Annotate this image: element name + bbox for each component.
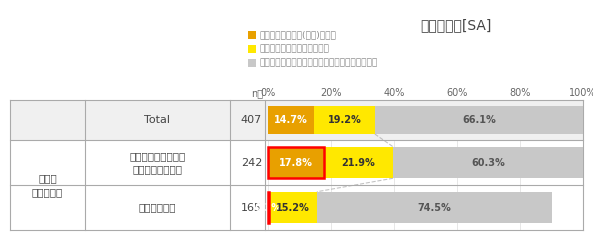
Bar — [268, 106, 314, 134]
Text: 14.7%: 14.7% — [275, 115, 308, 125]
Bar — [317, 192, 551, 223]
Text: 165: 165 — [241, 203, 262, 212]
Text: 80%: 80% — [509, 88, 531, 98]
Text: 407: 407 — [241, 115, 262, 125]
Text: 0%: 0% — [260, 88, 276, 98]
Text: 74.5%: 74.5% — [417, 203, 451, 212]
Text: 片思いだが、好きな人がいる: 片思いだが、好きな人がいる — [259, 45, 329, 53]
Text: 60.3%: 60.3% — [471, 158, 505, 168]
Text: 20%: 20% — [320, 88, 342, 98]
Text: 0.3%: 0.3% — [255, 203, 282, 212]
Text: いつも気にしている
時々気にしている: いつも気にしている 時々気にしている — [129, 151, 186, 174]
Text: Total: Total — [145, 115, 171, 125]
Text: 242: 242 — [241, 158, 262, 168]
Text: 自分の
足のニオイ: 自分の 足のニオイ — [32, 173, 63, 197]
Bar — [10, 100, 583, 140]
Text: 100%: 100% — [569, 88, 593, 98]
Text: 60%: 60% — [447, 88, 468, 98]
Text: 40%: 40% — [383, 88, 404, 98]
Text: 付き合っている人(恋人)がいる: 付き合っている人(恋人)がいる — [259, 30, 336, 39]
Bar — [268, 192, 269, 223]
Bar — [248, 31, 256, 39]
Bar — [324, 147, 393, 178]
Text: 気にならない: 気にならない — [139, 203, 176, 212]
Bar — [268, 147, 324, 178]
Text: n数: n数 — [251, 88, 263, 98]
Text: 19.2%: 19.2% — [328, 115, 361, 125]
Text: 17.8%: 17.8% — [279, 158, 313, 168]
Bar — [375, 106, 583, 134]
Bar — [269, 192, 317, 223]
Bar — [248, 59, 256, 67]
Bar — [393, 147, 583, 178]
Bar — [268, 192, 269, 223]
Bar — [314, 106, 375, 134]
Text: 21.9%: 21.9% — [342, 158, 375, 168]
Text: 恋人の有無[SA]: 恋人の有無[SA] — [420, 18, 491, 32]
Text: 66.1%: 66.1% — [462, 115, 496, 125]
Bar — [248, 45, 256, 53]
Bar — [268, 147, 324, 178]
Text: 付き合っている人もいないし、好きな人もいない: 付き合っている人もいないし、好きな人もいない — [259, 59, 377, 68]
Text: 15.2%: 15.2% — [276, 203, 310, 212]
